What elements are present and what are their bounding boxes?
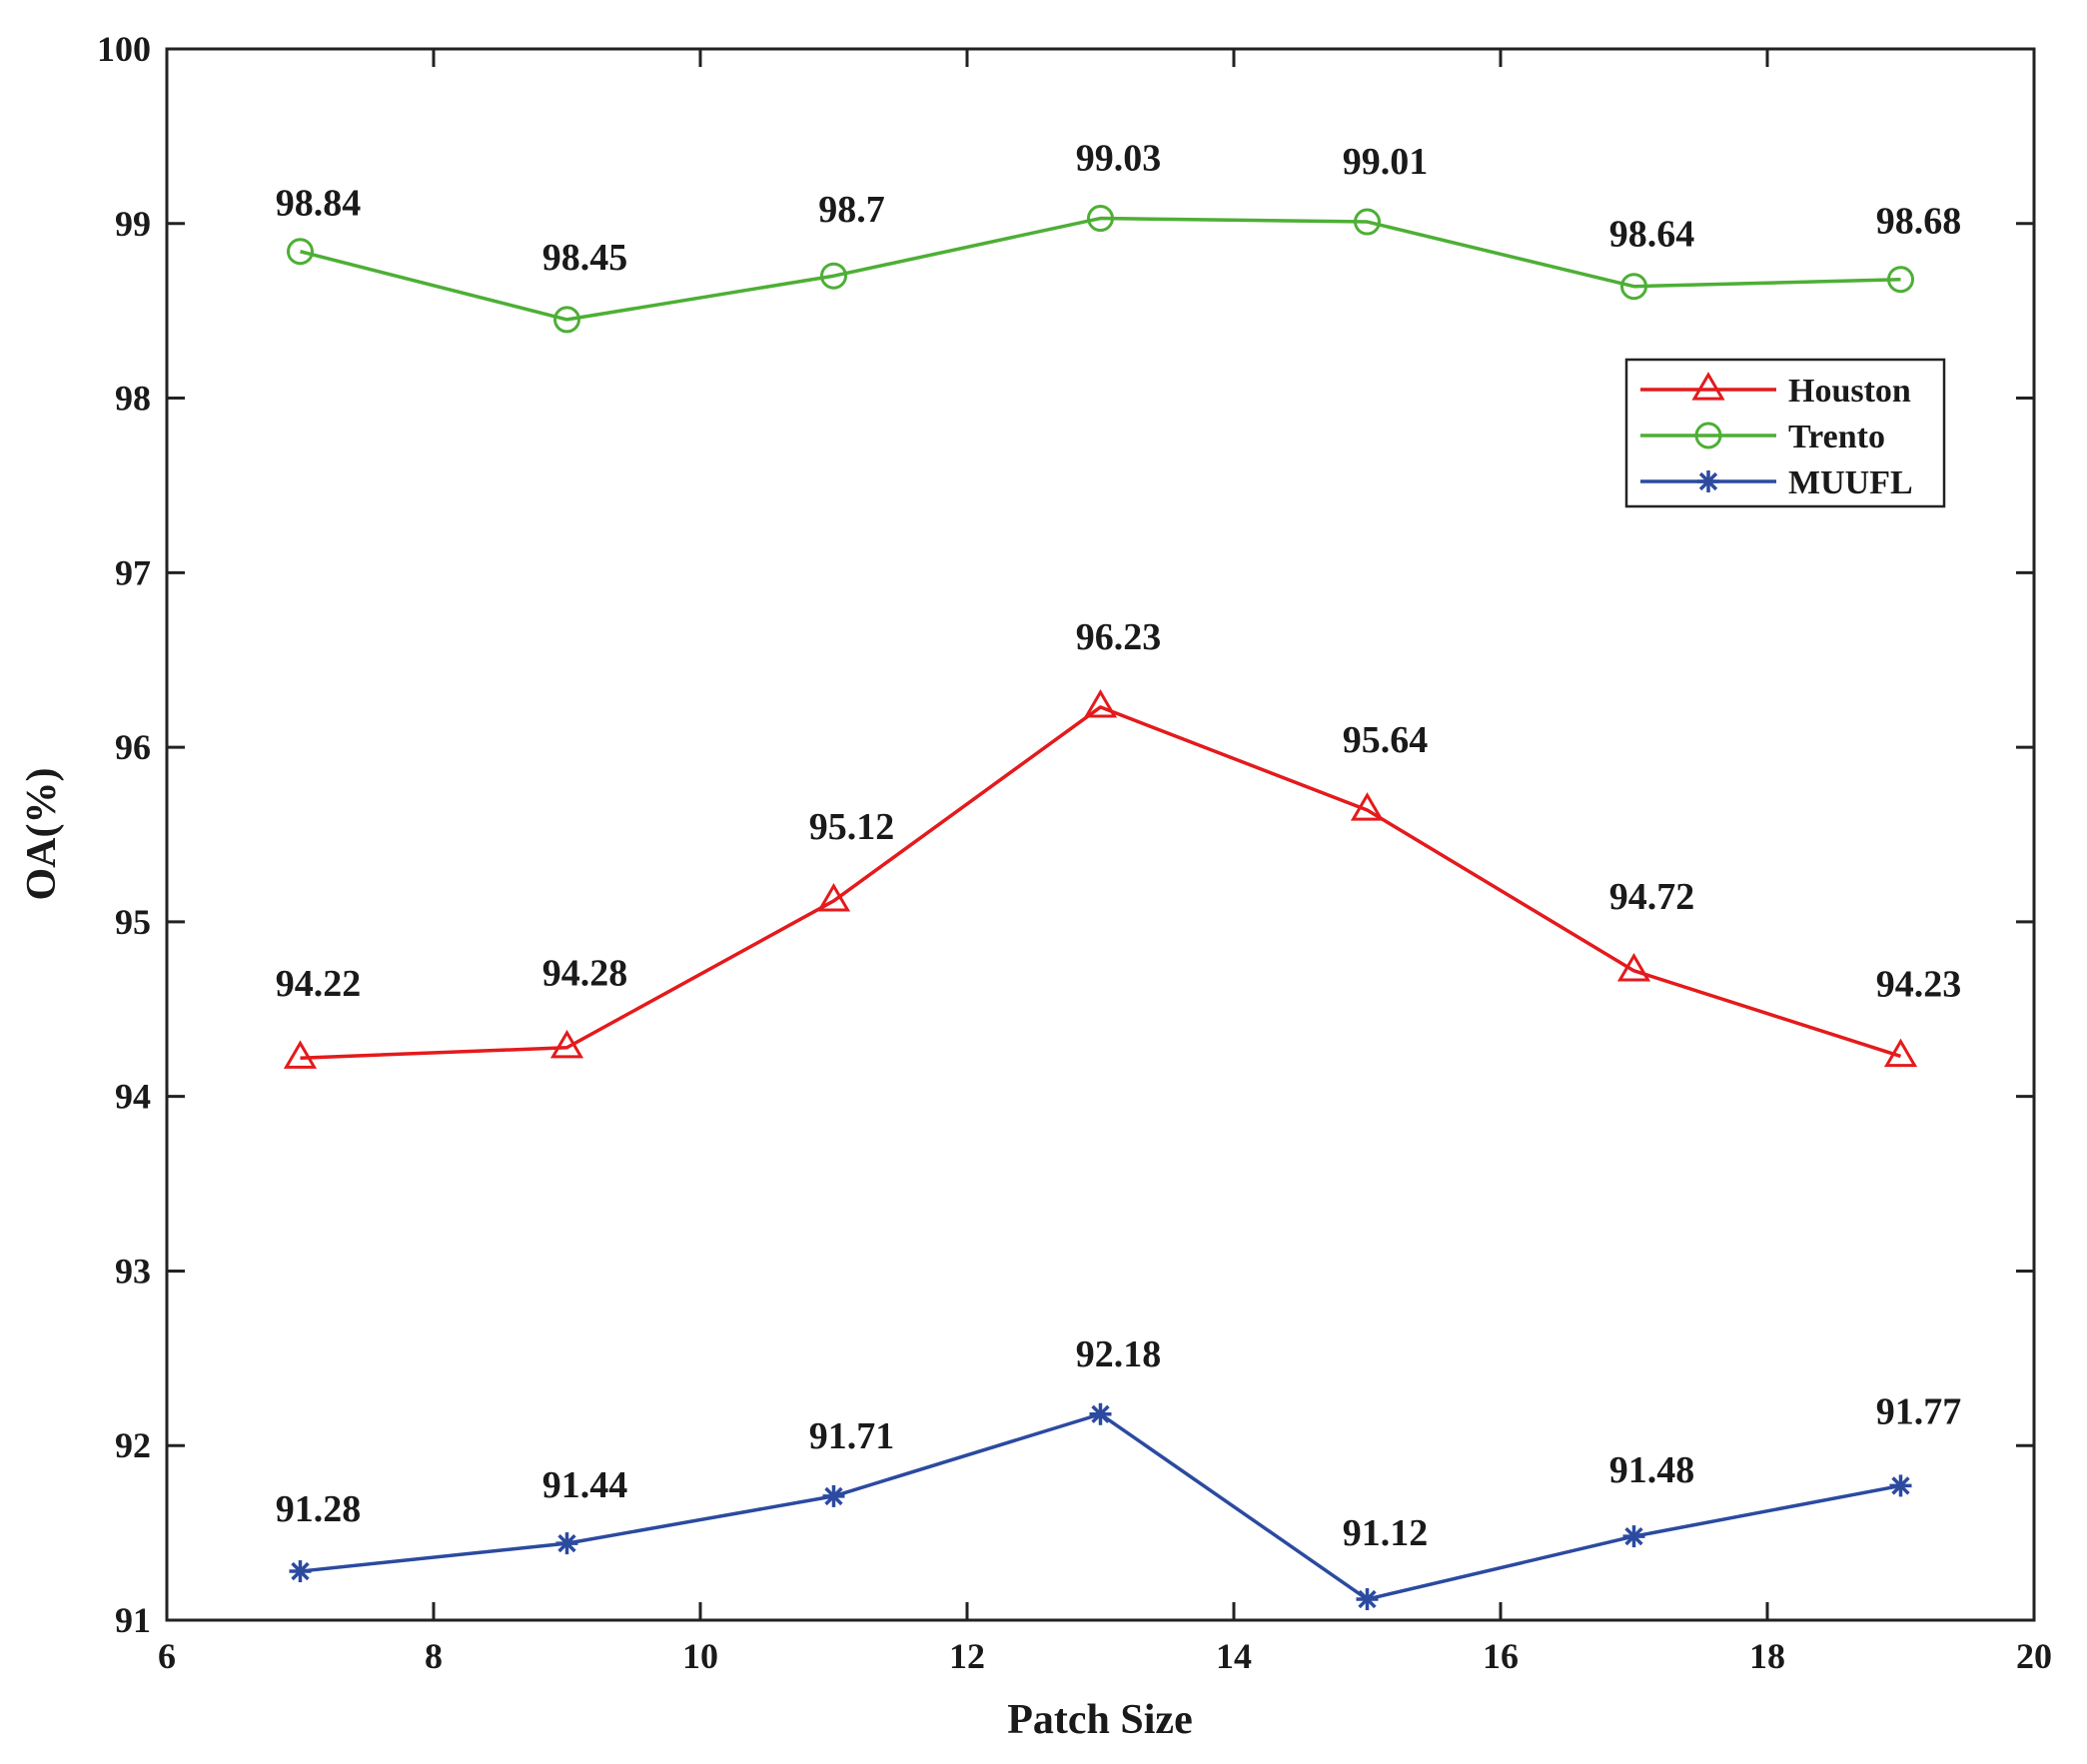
legend-marker-trento — [1694, 422, 1722, 449]
muufl-value-label: 91.48 — [1609, 1449, 1695, 1491]
muufl-value-label: 91.28 — [276, 1488, 362, 1530]
y-tick-label: 99 — [115, 204, 151, 244]
plot-frame — [165, 47, 2036, 1622]
x-tick-label: 18 — [1749, 1636, 1785, 1676]
trento-point — [1087, 205, 1114, 233]
y-tick-label: 100 — [97, 29, 151, 69]
houston-point — [283, 1040, 318, 1069]
trento-point — [820, 262, 847, 290]
muufl-value-label: 91.44 — [542, 1464, 628, 1506]
trento-value-label: 98.84 — [276, 183, 362, 225]
muufl-point — [1622, 1525, 1645, 1548]
trento-value-label: 98.64 — [1609, 214, 1695, 256]
muufl-point — [822, 1484, 845, 1507]
houston-value-label: 94.72 — [1609, 876, 1695, 918]
trento-value-label: 98.45 — [542, 237, 628, 279]
houston-value-label: 95.64 — [1343, 719, 1429, 761]
trento-point — [1354, 208, 1381, 236]
houston-value-label: 94.23 — [1876, 963, 1962, 1005]
trento-point — [1620, 273, 1647, 301]
data-labels: 94.22 94.28 95.12 96.23 95.64 94.72 94.23 98.84… — [276, 138, 1962, 1554]
houston-value-label: 94.28 — [542, 953, 628, 995]
houston-point — [1616, 952, 1651, 982]
series-houston — [283, 689, 1918, 1069]
x-axis: 6 8 10 12 14 16 18 20 — [158, 49, 2052, 1676]
x-tick-label: 10 — [682, 1636, 718, 1676]
x-tick-label: 14 — [1216, 1636, 1252, 1676]
y-tick-label: 96 — [115, 727, 151, 767]
trento-point — [1887, 266, 1914, 294]
houston-point — [1883, 1038, 1918, 1068]
trento-line — [300, 216, 1901, 322]
trento-value-label: 99.01 — [1343, 141, 1429, 183]
y-tick-label: 95 — [115, 902, 151, 942]
legend: Houston Trento MUUFL — [1624, 358, 1946, 508]
x-tick-label: 12 — [949, 1636, 985, 1676]
series-trento — [287, 205, 1914, 334]
muufl-point — [1356, 1588, 1379, 1611]
x-tick-label: 16 — [1483, 1636, 1519, 1676]
houston-line — [300, 705, 1902, 1060]
trento-value-label: 98.7 — [818, 189, 885, 231]
houston-value-label: 94.22 — [276, 963, 362, 1005]
trento-value-label: 98.68 — [1876, 201, 1962, 243]
legend-label-houston: Houston — [1788, 373, 1911, 410]
y-tick-label: 92 — [115, 1425, 151, 1465]
muufl-line — [300, 1412, 1901, 1601]
x-axis-title: Patch Size — [1007, 1697, 1192, 1743]
y-axis: 91 92 93 94 95 96 97 98 99 100 — [97, 29, 2034, 1640]
x-tick-label: 8 — [425, 1636, 443, 1676]
legend-marker-muufl — [1697, 470, 1719, 492]
houston-point — [1083, 689, 1118, 718]
houston-value-label: 96.23 — [1076, 616, 1162, 658]
trento-value-label: 99.03 — [1076, 138, 1162, 180]
legend-marker-houston — [1691, 372, 1725, 401]
muufl-value-label: 91.12 — [1343, 1512, 1429, 1554]
legend-label-trento: Trento — [1788, 419, 1885, 455]
muufl-value-label: 91.71 — [809, 1415, 895, 1457]
y-tick-label: 98 — [115, 379, 151, 419]
y-tick-label: 93 — [115, 1251, 151, 1291]
series-muufl — [289, 1402, 1912, 1611]
houston-point — [549, 1029, 584, 1059]
y-axis-title: OA(%) — [19, 768, 65, 901]
houston-point — [1350, 792, 1385, 821]
muufl-point — [1089, 1402, 1112, 1425]
x-tick-label: 20 — [2016, 1636, 2052, 1676]
legend-label-muufl: MUUFL — [1788, 464, 1913, 501]
series-layer — [283, 205, 1918, 1611]
muufl-value-label: 92.18 — [1076, 1333, 1162, 1375]
y-tick-label: 91 — [115, 1600, 151, 1640]
houston-value-label: 95.12 — [809, 806, 895, 848]
muufl-value-label: 91.77 — [1876, 1390, 1962, 1432]
houston-point — [816, 883, 851, 912]
muufl-point — [289, 1560, 312, 1583]
trento-point — [287, 238, 314, 266]
muufl-point — [555, 1532, 578, 1555]
y-tick-label: 94 — [115, 1077, 151, 1117]
x-tick-label: 6 — [158, 1636, 176, 1676]
muufl-point — [1889, 1474, 1912, 1497]
trento-point — [553, 306, 580, 334]
y-tick-label: 97 — [115, 552, 151, 592]
